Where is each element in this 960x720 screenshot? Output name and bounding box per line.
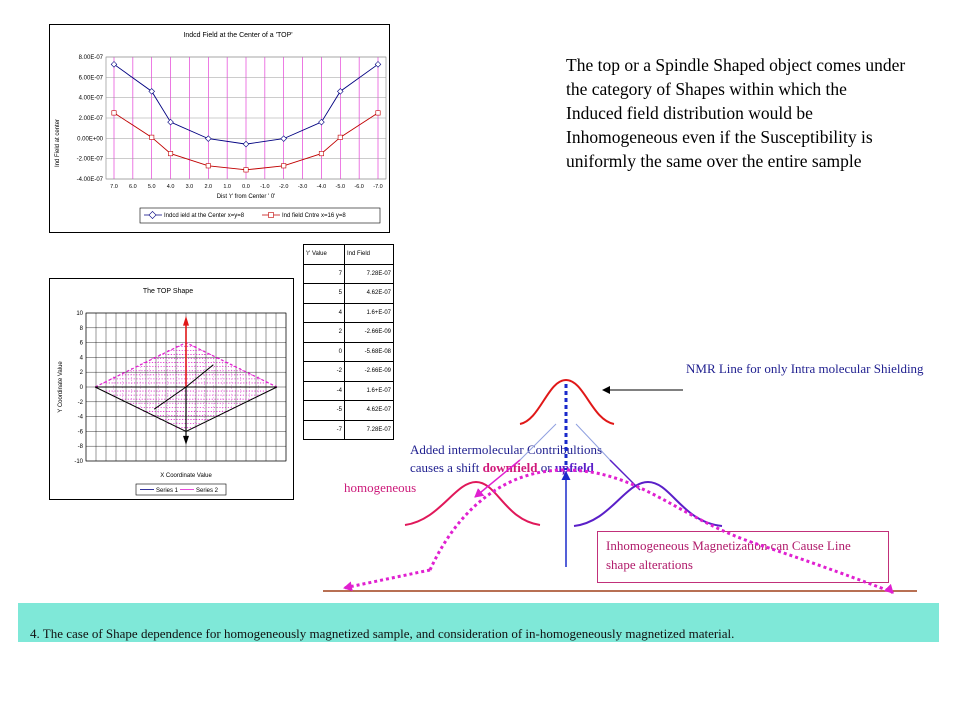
chart1-point [149,134,155,140]
chart1-x-tick: 5.0 [148,184,156,190]
upfield-shifted-line [573,480,723,527]
chart1-point [281,163,287,169]
chart1-x-tick: 0.0 [242,184,250,190]
footer-caption: 4. The case of Shape dependence for homo… [30,626,735,641]
chart1-point [205,163,211,169]
chart1-y-tick: 0.00E+00 [77,136,104,142]
chart2-ylabel: Y Coordinate Value [58,361,64,413]
chart1-x-tick: -5.0 [336,184,345,190]
table-row: -2 -2.66E-09 [303,361,394,382]
chart1-point [337,134,343,140]
chart1-y-tick: 8.00E-07 [79,55,104,61]
chart1-point [280,135,287,142]
chart2-diag-arrow [153,386,187,410]
chart1-y-ticks: 8.00E-07 6.00E-07 4.00E-07 2.00E-07 0.00E+00… [77,55,104,183]
chart1-x-tick: 1.0 [223,184,231,190]
chart1-y-tick: -2.00E-07 [77,157,104,163]
table-cell-field: 7.28E-07 [344,419,394,440]
chart1-point [374,61,382,68]
table-row: 0 -5.68E-08 [303,341,394,362]
chart2-y-tick: 4 [80,355,84,361]
chart1-x-tick: -7.0 [373,184,382,190]
chart1-grid [106,56,386,180]
chart2-legend-series1: Series 1 [156,488,179,494]
description-text: The top or a Spindle Shaped object comes… [566,55,906,171]
table-row: -7 7.28E-07 [303,419,394,440]
chart2-y-tick: -2 [78,400,84,406]
chart2-diag-arrow [185,364,214,388]
chart2-shape [94,315,278,445]
inhomogeneous-note-box: Inhomogeneous Magnetization can Cause Li… [597,531,889,583]
downfield-shifted-line [404,480,541,526]
chart1-legend [139,207,381,224]
chart1-point [111,110,117,116]
chart1-point [168,151,174,157]
chart1-ylabel: Ind Field at center [55,119,61,167]
induced-field-chart: Indcd Field at the Center of a 'TOP' Ind… [49,24,390,233]
added-line-1: Added intermolecular Contribultions [410,442,603,457]
chart1-x-tick: -6.0 [354,184,363,190]
chart2-y-tick: 10 [76,311,83,317]
chart2-y-tick: 8 [80,326,84,332]
chart2-y-tick: -8 [78,444,84,450]
chart1-legend-series1: Indcd ield at the Center x=y=8 [164,213,245,219]
chart1-point [318,118,325,126]
chart2-title: The TOP Shape [143,288,193,295]
chart1-point [167,118,174,126]
chart2-y-tick: 2 [80,370,84,376]
top-shape-chart-svg: The TOP Shape Y Coordinate Value 10 8 6 4 2 0… [58,288,287,496]
chart1-x-tick: 2.0 [204,184,212,190]
chart1-x-tick: -1.0 [260,184,269,190]
chart2-y-tick: 6 [80,341,84,347]
chart1-y-tick: 4.00E-07 [79,96,104,102]
chart1-x-tick: 3.0 [186,184,194,190]
chart1-y-tick: 2.00E-07 [79,116,104,122]
values-table: 'r' Value Ind Field 7 7.28E-07 5 4.62E-07 4 1… [303,244,394,440]
chart1-point [375,110,381,116]
intra-molecular-nmr-line [519,378,615,425]
chart2-legend-series2: Series 2 [196,488,219,494]
inhomogeneous-broad-line [428,468,893,594]
chart1-x-tick: 6.0 [129,184,137,190]
top-shape-chart: The TOP Shape Y Coordinate Value 10 8 6 4 2 0… [49,278,294,500]
chart1-y-tick: 6.00E-07 [79,75,104,81]
chart1-y-tick: -4.00E-07 [77,177,104,183]
table-header-row: 'r' Value Ind Field [303,244,394,265]
table-row: 2 -2.66E-09 [303,322,394,343]
chart1-point [148,88,155,95]
footer-band [18,603,939,642]
chart1-series [110,61,382,173]
chart1-point [205,135,212,142]
chart2-y-ticks: 10 8 6 4 2 0 -2 -4 -6 -8 -10 [74,311,83,465]
chart2-xlabel: X Coordinate Value [160,473,212,479]
chart1-point [242,140,250,148]
chart1-x-tick: -2.0 [279,184,288,190]
chart1-point [337,88,344,95]
chart1-point [243,167,249,173]
chart1-point [110,61,118,68]
nmr-line-label: NMR Line for only Intra molecular Shield… [686,361,924,376]
chart1-point [318,151,324,157]
induced-field-chart-svg: Indcd Field at the Center of a 'TOP' Ind… [55,32,387,224]
chart2-y-tick: -4 [78,415,84,421]
chart2-y-tick: 0 [80,385,84,391]
chart1-x-tick: -3.0 [298,184,307,190]
chart2-y-tick: -10 [74,459,83,465]
chart1-x-ticks: 7.0 6.0 5.0 4.0 3.0 2.0 1.0 0.0 -1.0 -2.0 -3.0 -4.0… [110,184,383,190]
chart2-up-arrowhead [183,315,189,326]
chart1-xlabel: Dist 'r' from Center ' 0' [217,194,276,200]
chart1-x-tick: -4.0 [317,184,326,190]
chart1-x-tick: 4.0 [167,184,175,190]
chart1-x-tick: 7.0 [110,184,118,190]
table-row: 7 7.28E-07 [303,263,394,284]
downfield-arrow [474,459,521,498]
homogeneous-label: homogeneous [344,480,417,495]
upfield-arrow [609,459,641,491]
chart2-down-arrowhead [183,435,189,445]
chart1-title: Indcd Field at the Center of a 'TOP' [183,32,292,39]
chart2-y-tick: -6 [78,429,84,435]
field-values-table: 'r' Value Ind Field 7 7.28E-07 5 4.62E-07 4 1… [303,244,394,440]
chart1-legend-series2: Ind field Cntre x=16 y=8 [282,213,346,219]
